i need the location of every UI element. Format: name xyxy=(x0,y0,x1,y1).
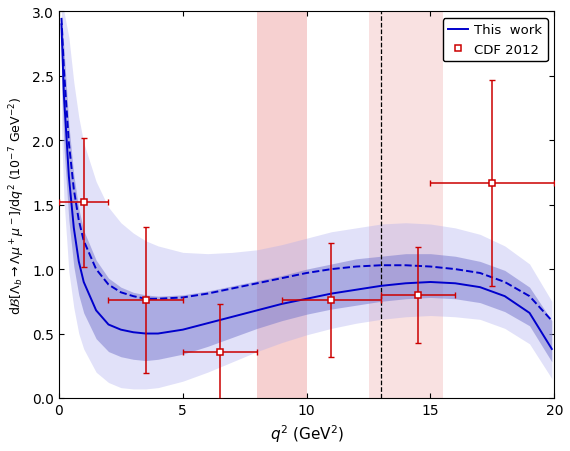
X-axis label: $q^2$ (GeV$^2$): $q^2$ (GeV$^2$) xyxy=(270,423,344,444)
Y-axis label: $\mathrm{d}\mathcal{B}[\Lambda_b \to \Lambda \mu^+ \mu^-]/\mathrm{d}q^2\ (10^{-7: $\mathrm{d}\mathcal{B}[\Lambda_b \to \La… xyxy=(7,96,27,314)
Bar xyxy=(257,13,307,398)
Legend: This  work, CDF 2012: This work, CDF 2012 xyxy=(443,19,548,62)
Bar xyxy=(369,13,443,398)
